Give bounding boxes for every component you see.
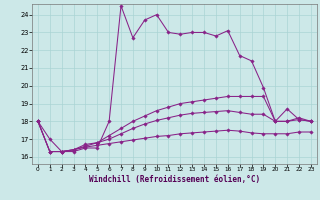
X-axis label: Windchill (Refroidissement éolien,°C): Windchill (Refroidissement éolien,°C) bbox=[89, 175, 260, 184]
